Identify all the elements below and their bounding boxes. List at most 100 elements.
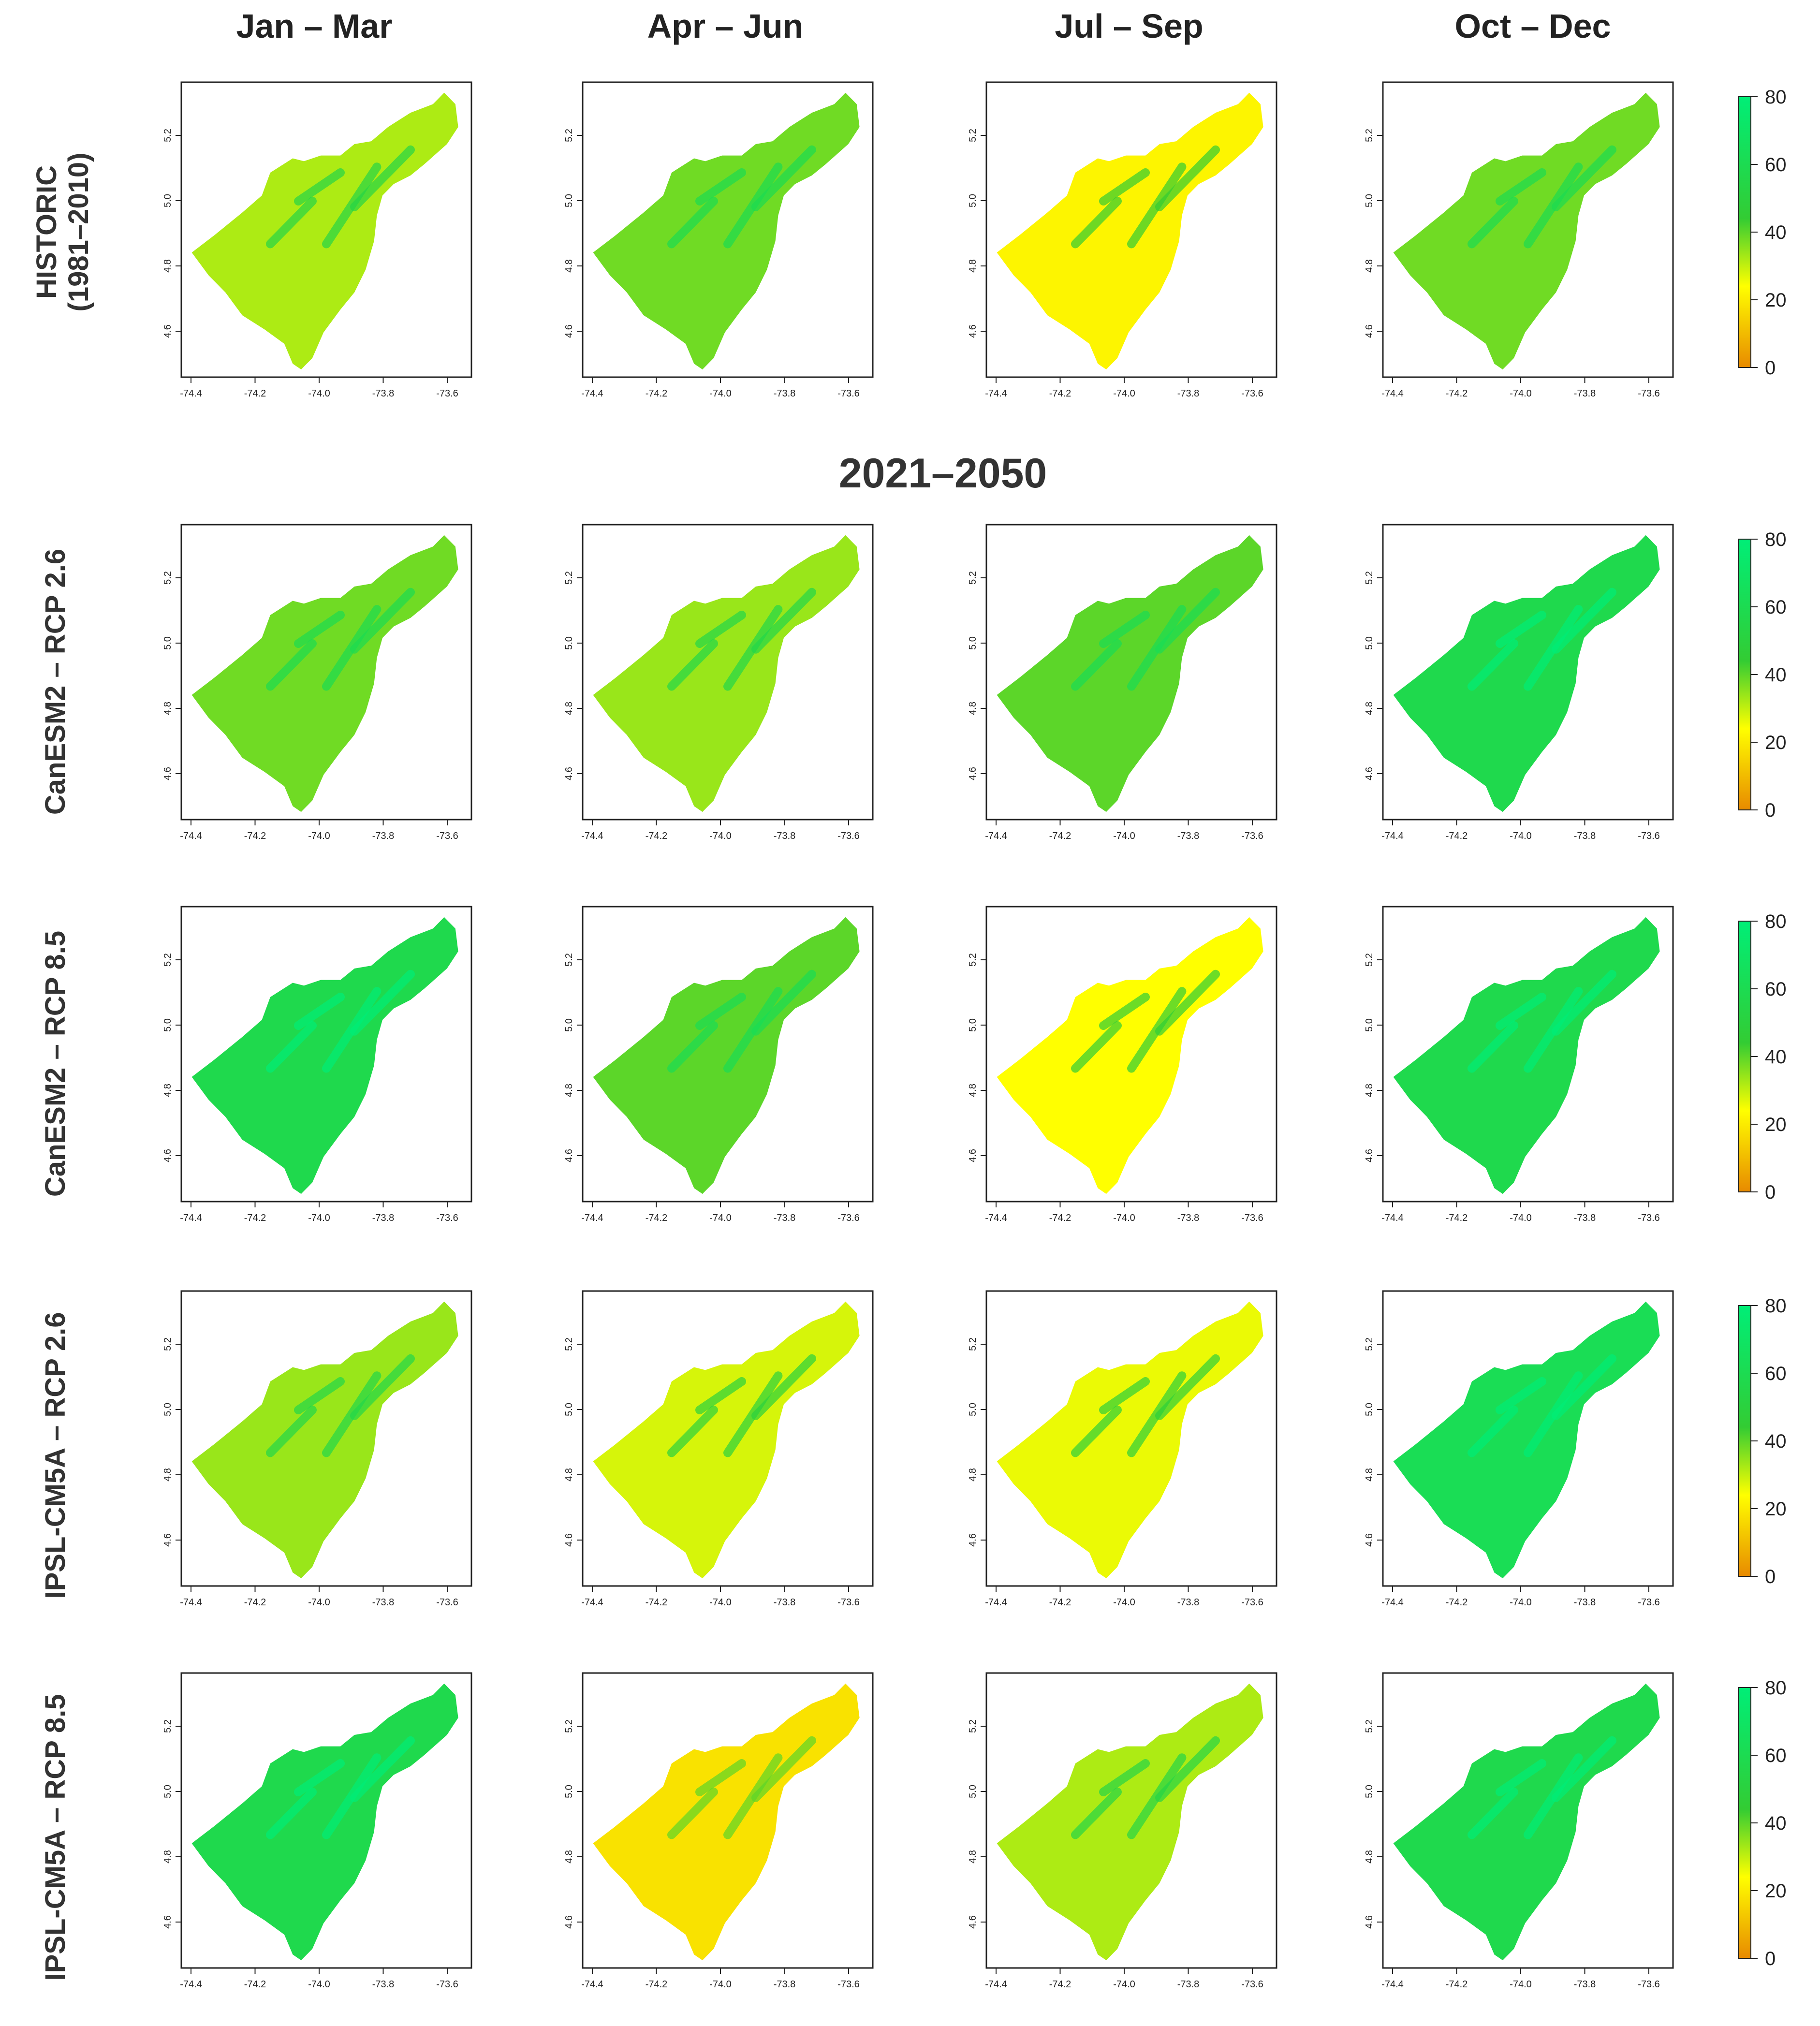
colorbar-tick-label: 0 bbox=[1765, 800, 1776, 821]
x-tick-label: -73.6 bbox=[837, 1597, 860, 1608]
basin-shape bbox=[191, 1683, 458, 1961]
y-tick-label: 5.2 bbox=[564, 1719, 574, 1733]
x-tick-label: -74.0 bbox=[308, 1979, 330, 1990]
y-tick-label: 5.2 bbox=[162, 953, 173, 967]
x-tick-label: -73.8 bbox=[1177, 1979, 1200, 1990]
map-panel: -74.4 -74.2 -74.0 -73.8 -73.6 5.2 5.0 4.8 4.6 bbox=[564, 81, 874, 399]
terrain-streak bbox=[667, 1788, 718, 1839]
x-tick-label: -74.2 bbox=[1446, 1979, 1468, 1990]
x-tick-label: -74.2 bbox=[646, 1213, 668, 1223]
y-tick-label: 4.8 bbox=[1364, 259, 1375, 273]
x-tick-label: -73.6 bbox=[837, 831, 860, 841]
x-tick-label: -74.0 bbox=[1510, 1597, 1532, 1608]
terrain-streak bbox=[1468, 1406, 1518, 1457]
y-tick-label: 4.6 bbox=[968, 1149, 978, 1162]
map-panel: -74.4 -74.2 -74.0 -73.8 -73.6 5.2 5.0 4.8 4.6 bbox=[1364, 81, 1674, 399]
x-tick-label: -74.4 bbox=[581, 831, 603, 841]
y-tick-label: 5.2 bbox=[968, 1337, 978, 1351]
colorbar-tick-label: 20 bbox=[1765, 1114, 1787, 1135]
y-tick-label: 5.2 bbox=[564, 571, 574, 585]
basin-shape bbox=[1393, 1683, 1660, 1961]
terrain-streak bbox=[266, 1406, 317, 1457]
terrain-streak bbox=[1552, 969, 1616, 1036]
basin-shape bbox=[1393, 1301, 1660, 1579]
x-tick-label: -74.2 bbox=[244, 1597, 266, 1608]
terrain-streak bbox=[751, 1736, 816, 1802]
x-tick-label: -73.6 bbox=[837, 388, 860, 399]
terrain-streak bbox=[1071, 639, 1122, 691]
terrain-streak bbox=[294, 1377, 345, 1414]
y-tick-label: 5.0 bbox=[1364, 1018, 1375, 1032]
y-tick-label: 5.0 bbox=[564, 194, 574, 207]
y-tick-label: 4.8 bbox=[1364, 1084, 1375, 1097]
terrain-streak bbox=[294, 993, 345, 1030]
map-panel: -74.4 -74.2 -74.0 -73.8 -73.6 5.2 5.0 4.8 4.6 bbox=[1364, 524, 1674, 841]
y-tick-label: 5.0 bbox=[968, 194, 978, 207]
y-tick-label: 4.8 bbox=[968, 259, 978, 273]
y-tick-label: 5.0 bbox=[1364, 1403, 1375, 1416]
x-tick-label: -73.8 bbox=[1177, 1597, 1200, 1608]
y-tick-label: 4.6 bbox=[162, 1149, 173, 1162]
period-title: 2021–2050 bbox=[838, 450, 1047, 497]
y-tick-label: 5.0 bbox=[968, 1018, 978, 1032]
basin-shape bbox=[593, 1683, 860, 1961]
y-tick-label: 5.2 bbox=[968, 129, 978, 142]
x-tick-label: -74.0 bbox=[709, 831, 732, 841]
terrain-streak bbox=[667, 197, 718, 249]
column-header-oct-dec: Oct – Dec bbox=[1454, 7, 1611, 45]
x-tick-label: -73.8 bbox=[372, 1597, 395, 1608]
x-tick-label: -74.0 bbox=[1113, 388, 1135, 399]
terrain-streak bbox=[1155, 145, 1220, 211]
terrain-streak bbox=[1099, 1377, 1150, 1414]
colorbar-gradient bbox=[1738, 921, 1751, 1192]
map-panel: -74.4 -74.2 -74.0 -73.8 -73.6 5.2 5.0 4.8 4.6 bbox=[1364, 906, 1674, 1223]
y-tick-label: 5.2 bbox=[1364, 1719, 1375, 1733]
y-tick-label: 4.6 bbox=[162, 767, 173, 780]
colorbar-gradient bbox=[1738, 96, 1751, 368]
colorbar-tick-label: 40 bbox=[1765, 1431, 1787, 1452]
y-tick-label: 4.8 bbox=[1364, 1468, 1375, 1482]
x-tick-label: -74.2 bbox=[1049, 1979, 1071, 1990]
x-tick-label: -73.8 bbox=[372, 831, 395, 841]
x-tick-label: -74.0 bbox=[1510, 388, 1532, 399]
terrain-streak bbox=[1071, 1788, 1122, 1839]
x-tick-label: -74.4 bbox=[985, 831, 1007, 841]
colorbar-tick-label: 40 bbox=[1765, 664, 1787, 686]
map-panel: -74.4 -74.2 -74.0 -73.8 -73.6 5.2 5.0 4.8 4.6 bbox=[564, 906, 874, 1223]
terrain-streak bbox=[350, 1736, 415, 1802]
x-tick-label: -74.4 bbox=[180, 1979, 202, 1990]
basin-shape bbox=[593, 535, 860, 812]
colorbar-tick-label: 40 bbox=[1765, 222, 1787, 243]
map-panel: -74.4 -74.2 -74.0 -73.8 -73.6 5.2 5.0 4.8 4.6 bbox=[968, 81, 1277, 399]
x-tick-label: -73.6 bbox=[1241, 1597, 1263, 1608]
x-tick-label: -74.2 bbox=[1446, 831, 1468, 841]
x-tick-label: -74.4 bbox=[1381, 388, 1404, 399]
terrain-streak bbox=[294, 611, 345, 648]
x-tick-label: -73.8 bbox=[774, 1597, 796, 1608]
basin-shape bbox=[191, 917, 458, 1194]
colorbar-tick-label: 60 bbox=[1765, 1363, 1787, 1384]
terrain-streak bbox=[1496, 993, 1546, 1030]
terrain-streak bbox=[1468, 197, 1518, 249]
x-tick-label: -74.0 bbox=[308, 1597, 330, 1608]
y-tick-label: 4.8 bbox=[162, 1084, 173, 1097]
x-tick-label: -73.6 bbox=[1241, 388, 1263, 399]
terrain-streak bbox=[751, 1354, 816, 1420]
y-tick-label: 4.8 bbox=[162, 259, 173, 273]
basin-shape bbox=[593, 1301, 860, 1579]
x-tick-label: -73.6 bbox=[837, 1979, 860, 1990]
x-tick-label: -73.8 bbox=[372, 1979, 395, 1990]
x-tick-label: -74.4 bbox=[1381, 1979, 1404, 1990]
y-tick-label: 4.8 bbox=[564, 1084, 574, 1097]
colorbar-tick-label: 80 bbox=[1765, 911, 1787, 932]
y-tick-label: 4.6 bbox=[1364, 1149, 1375, 1162]
y-tick-label: 4.8 bbox=[968, 1084, 978, 1097]
terrain-streak bbox=[1155, 1736, 1220, 1802]
terrain-streak bbox=[1155, 587, 1220, 654]
y-tick-label: 4.6 bbox=[162, 324, 173, 338]
x-tick-label: -74.4 bbox=[581, 388, 603, 399]
x-tick-label: -74.2 bbox=[646, 1597, 668, 1608]
colorbar-tick-label: 20 bbox=[1765, 290, 1787, 311]
colorbar-gradient bbox=[1738, 539, 1751, 810]
